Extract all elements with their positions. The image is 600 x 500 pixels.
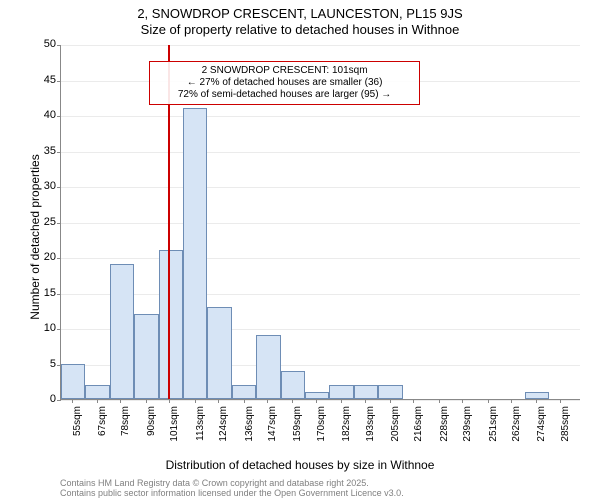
gridline-h [61, 187, 580, 188]
ytick-label: 30 [26, 180, 56, 192]
histogram-bar [256, 335, 280, 399]
gridline-h [61, 116, 580, 117]
credit-line1: Contains HM Land Registry data © Crown c… [60, 478, 369, 488]
histogram-bar [525, 392, 549, 399]
xtick-label: 262sqm [511, 406, 522, 456]
xtick-mark [267, 399, 268, 403]
xtick-label: 90sqm [146, 406, 157, 456]
xtick-label: 193sqm [365, 406, 376, 456]
gridline-h [61, 294, 580, 295]
ytick-mark [57, 152, 61, 153]
ytick-mark [57, 294, 61, 295]
ytick-mark [57, 81, 61, 82]
histogram-bar [159, 250, 183, 399]
xtick-label: 228sqm [439, 406, 450, 456]
ytick-mark [57, 116, 61, 117]
gridline-h [61, 258, 580, 259]
ytick-label: 5 [26, 358, 56, 370]
xtick-label: 216sqm [413, 406, 424, 456]
xtick-label: 113sqm [195, 406, 206, 456]
xtick-mark [292, 399, 293, 403]
x-axis-label: Distribution of detached houses by size … [0, 458, 600, 472]
xtick-mark [365, 399, 366, 403]
xtick-mark [413, 399, 414, 403]
chart-container: 2, SNOWDROP CRESCENT, LAUNCESTON, PL15 9… [0, 0, 600, 500]
ytick-label: 25 [26, 216, 56, 228]
xtick-label: 251sqm [488, 406, 499, 456]
xtick-label: 205sqm [390, 406, 401, 456]
plot-area: 0510152025303540455055sqm67sqm78sqm90sqm… [60, 45, 580, 400]
ytick-label: 15 [26, 287, 56, 299]
ytick-label: 20 [26, 251, 56, 263]
chart-title-line2: Size of property relative to detached ho… [0, 22, 600, 37]
ytick-mark [57, 45, 61, 46]
xtick-label: 239sqm [462, 406, 473, 456]
xtick-label: 55sqm [72, 406, 83, 456]
xtick-mark [146, 399, 147, 403]
gridline-h [61, 400, 580, 401]
ytick-mark [57, 187, 61, 188]
xtick-mark [97, 399, 98, 403]
xtick-mark [120, 399, 121, 403]
annotation-line: 72% of semi-detached houses are larger (… [156, 89, 412, 101]
xtick-mark [195, 399, 196, 403]
histogram-bar [61, 364, 85, 400]
annotation-line: ← 27% of detached houses are smaller (36… [156, 77, 412, 89]
histogram-bar [183, 108, 207, 399]
xtick-label: 78sqm [120, 406, 131, 456]
xtick-mark [536, 399, 537, 403]
gridline-h [61, 152, 580, 153]
xtick-label: 101sqm [169, 406, 180, 456]
xtick-label: 159sqm [292, 406, 303, 456]
xtick-label: 136sqm [244, 406, 255, 456]
histogram-bar [305, 392, 329, 399]
xtick-label: 124sqm [218, 406, 229, 456]
ytick-mark [57, 329, 61, 330]
ytick-mark [57, 400, 61, 401]
credit-line2: Contains public sector information licen… [60, 488, 404, 498]
gridline-h [61, 45, 580, 46]
xtick-mark [439, 399, 440, 403]
xtick-label: 274sqm [536, 406, 547, 456]
ytick-label: 10 [26, 322, 56, 334]
xtick-mark [244, 399, 245, 403]
histogram-bar [232, 385, 256, 399]
ytick-mark [57, 258, 61, 259]
histogram-bar [281, 371, 305, 399]
xtick-mark [488, 399, 489, 403]
xtick-mark [72, 399, 73, 403]
ytick-label: 0 [26, 393, 56, 405]
xtick-mark [511, 399, 512, 403]
histogram-bar [329, 385, 353, 399]
annotation-line: 2 SNOWDROP CRESCENT: 101sqm [156, 65, 412, 77]
gridline-h [61, 223, 580, 224]
histogram-bar [134, 314, 158, 399]
chart-title-line1: 2, SNOWDROP CRESCENT, LAUNCESTON, PL15 9… [0, 6, 600, 21]
ytick-label: 50 [26, 38, 56, 50]
xtick-mark [169, 399, 170, 403]
histogram-bar [378, 385, 402, 399]
xtick-label: 170sqm [316, 406, 327, 456]
histogram-bar [110, 264, 134, 399]
xtick-mark [462, 399, 463, 403]
ytick-mark [57, 223, 61, 224]
xtick-label: 285sqm [560, 406, 571, 456]
histogram-bar [207, 307, 231, 399]
xtick-mark [560, 399, 561, 403]
histogram-bar [85, 385, 109, 399]
xtick-mark [341, 399, 342, 403]
xtick-mark [316, 399, 317, 403]
ytick-label: 35 [26, 145, 56, 157]
xtick-mark [390, 399, 391, 403]
annotation-box: 2 SNOWDROP CRESCENT: 101sqm← 27% of deta… [149, 61, 419, 105]
histogram-bar [354, 385, 378, 399]
ytick-label: 45 [26, 74, 56, 86]
xtick-label: 147sqm [267, 406, 278, 456]
xtick-mark [218, 399, 219, 403]
ytick-label: 40 [26, 109, 56, 121]
xtick-label: 182sqm [341, 406, 352, 456]
xtick-label: 67sqm [97, 406, 108, 456]
